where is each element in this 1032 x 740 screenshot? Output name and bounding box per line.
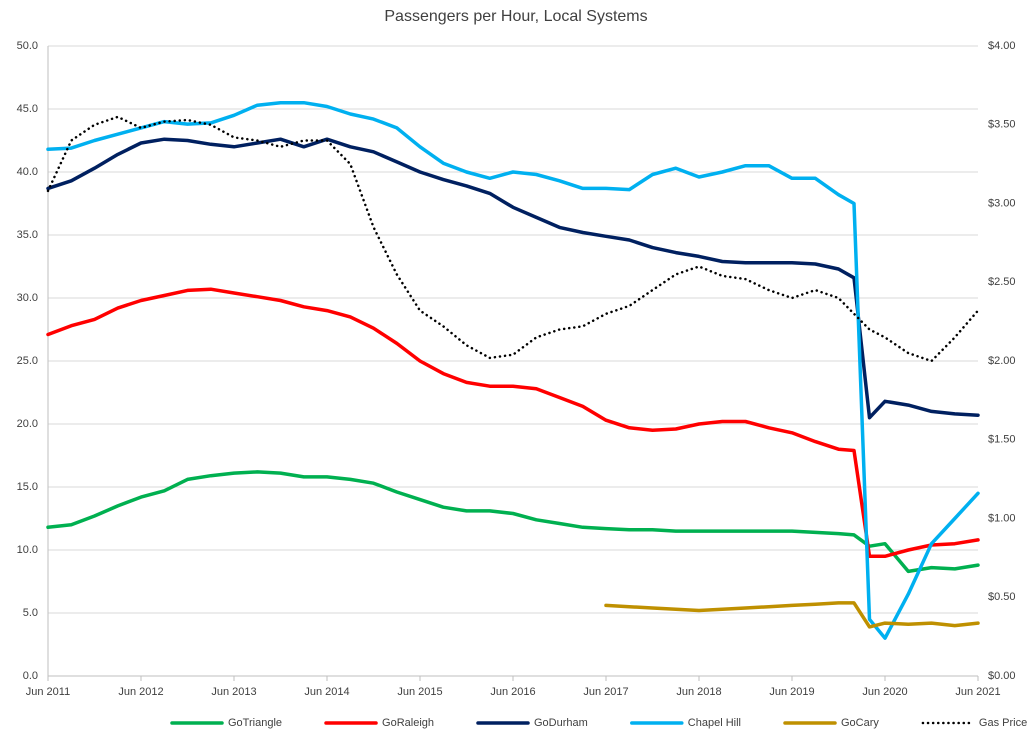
y2-tick-label: $0.50 [988, 591, 1016, 603]
y2-tick-label: $2.00 [988, 355, 1016, 367]
legend-label: GoTriangle [228, 717, 282, 729]
y2-tick-label: $3.00 [988, 197, 1016, 209]
legend-label: Gas Price [979, 717, 1027, 729]
y2-tick-label: $1.50 [988, 434, 1016, 446]
series-line [46, 137, 980, 420]
x-tick-label: Jun 2018 [676, 686, 721, 698]
legend-label: GoRaleigh [382, 717, 434, 729]
legend-label: Chapel Hill [688, 717, 741, 729]
y-tick-label: 35.0 [17, 229, 38, 241]
y-tick-label: 0.0 [23, 670, 38, 682]
y2-tick-label: $0.00 [988, 670, 1016, 682]
series-line [604, 601, 980, 629]
y-tick-label: 20.0 [17, 418, 38, 430]
x-tick-label: Jun 2013 [211, 686, 256, 698]
x-tick-label: Jun 2011 [26, 686, 70, 698]
x-tick-label: Jun 2019 [769, 686, 814, 698]
x-tick-label: Jun 2020 [862, 686, 907, 698]
y-tick-label: 15.0 [17, 481, 38, 493]
y-tick-label: 45.0 [17, 103, 38, 115]
series-line [46, 115, 980, 363]
x-tick-label: Jun 2015 [397, 686, 442, 698]
series-line [46, 470, 980, 574]
chart-title: Passengers per Hour, Local Systems [384, 8, 647, 25]
x-tick-label: Jun 2017 [583, 686, 628, 698]
y-tick-label: 50.0 [17, 40, 38, 52]
x-tick-label: Jun 2016 [490, 686, 535, 698]
legend-label: GoCary [841, 717, 879, 729]
legend-label: GoDurham [534, 717, 588, 729]
y-tick-label: 5.0 [23, 607, 38, 619]
series-line [46, 287, 980, 559]
y2-tick-label: $2.50 [988, 276, 1016, 288]
x-tick-label: Jun 2021 [955, 686, 1000, 698]
y-tick-label: 10.0 [17, 544, 38, 556]
y-tick-label: 25.0 [17, 355, 38, 367]
x-tick-label: Jun 2012 [118, 686, 163, 698]
x-tick-label: Jun 2014 [304, 686, 349, 698]
y2-tick-label: $3.50 [988, 119, 1016, 131]
y-tick-label: 30.0 [17, 292, 38, 304]
series-line [46, 100, 980, 640]
y-tick-label: 40.0 [17, 166, 38, 178]
y2-tick-label: $4.00 [988, 40, 1016, 52]
y2-tick-label: $1.00 [988, 512, 1016, 524]
